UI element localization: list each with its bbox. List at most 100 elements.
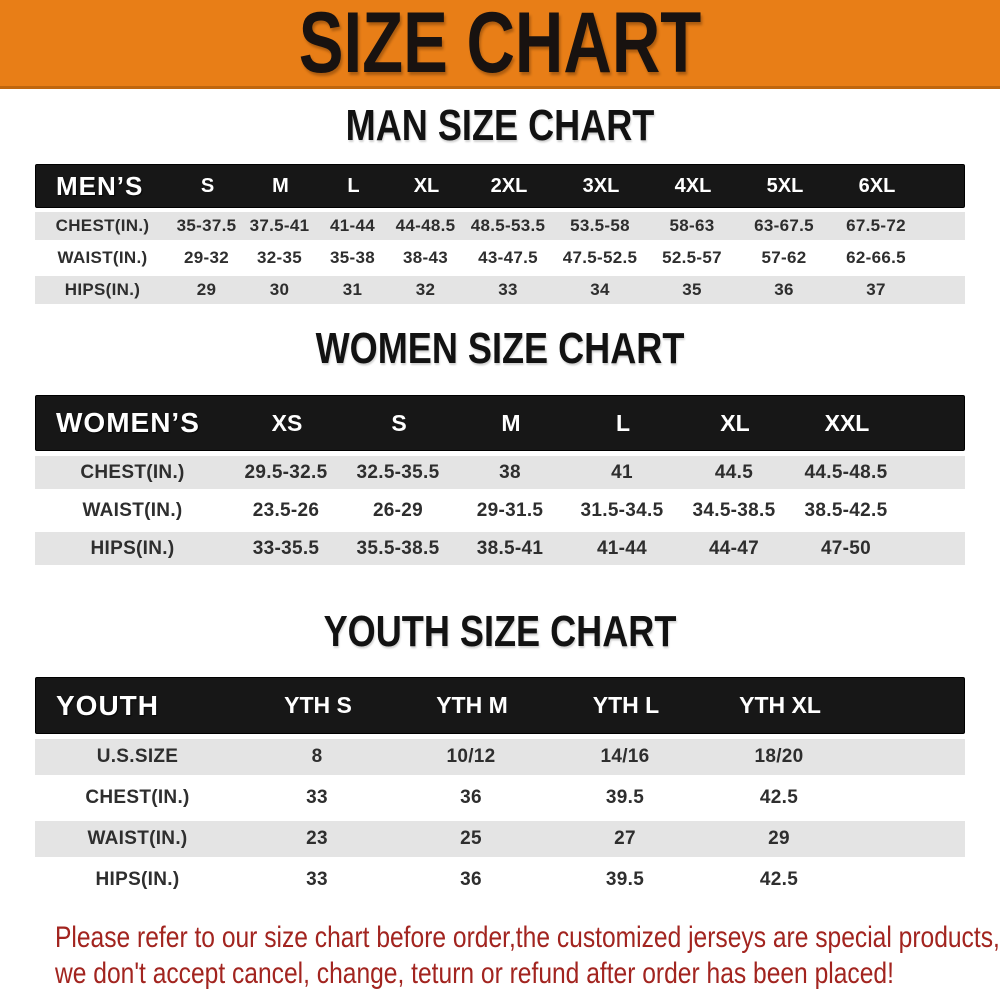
youth-chest-row: CHEST(IN.) 33 36 39.5 42.5: [35, 780, 965, 816]
men-section-heading: MAN SIZE CHART: [345, 101, 655, 150]
row-label: CHEST(IN.): [55, 216, 150, 235]
youth-section-heading: YOUTH SIZE CHART: [323, 607, 677, 656]
men-size-table: MEN’S S M L XL 2XL 3XL 4XL 5XL 6XL CHEST…: [35, 164, 965, 304]
measurement-cell: 36: [774, 280, 794, 299]
measurement-cell: 43-47.5: [478, 248, 538, 267]
measurement-cell: 35-37.5: [176, 216, 237, 235]
youth-table-header-row: YOUTH YTH S YTH M YTH L YTH XL: [35, 677, 965, 734]
men-size-col: M: [272, 174, 289, 197]
measurement-cell: 26-29: [372, 499, 424, 521]
women-size-col: M: [501, 409, 521, 436]
measurement-cell: 37.5-41: [249, 216, 310, 235]
measurement-cell: 25: [460, 828, 482, 849]
women-size-col: XXL: [824, 409, 870, 436]
women-waist-row: WAIST(IN.) 23.5-26 26-29 29-31.5 31.5-34…: [35, 494, 965, 527]
men-size-col: 5XL: [766, 174, 804, 197]
measurement-cell: 47.5-52.5: [562, 248, 638, 267]
measurement-cell: 42.5: [759, 787, 799, 808]
measurement-cell: 37: [866, 280, 886, 299]
measurement-cell: 29-31.5: [476, 499, 544, 521]
women-size-col: XL: [720, 409, 750, 436]
measurement-cell: 29: [196, 280, 217, 299]
measurement-cell: 53.5-58: [570, 216, 630, 235]
measurement-cell: 41: [611, 461, 633, 483]
youth-table-header-label: YOUTH: [56, 689, 159, 721]
men-table-header-label: MEN’S: [56, 170, 144, 201]
measurement-cell: 33: [306, 787, 328, 808]
measurement-cell: 29: [768, 828, 790, 849]
row-label: HIPS(IN.): [90, 537, 175, 559]
measurement-cell: 38-43: [403, 248, 448, 267]
measurement-cell: 23: [306, 828, 328, 849]
measurement-cell: 34.5-38.5: [692, 499, 776, 521]
men-size-col: XL: [413, 174, 440, 197]
measurement-cell: 23.5-26: [252, 499, 320, 521]
measurement-cell: 35-38: [330, 248, 375, 267]
women-table-header-row: WOMEN’S XS S M L XL XXL: [35, 395, 965, 451]
measurement-cell: 32.5-35.5: [356, 461, 440, 483]
men-size-col: 2XL: [490, 174, 528, 197]
measurement-cell: 31: [342, 280, 363, 299]
banner: SIZE CHART: [0, 0, 1000, 89]
row-label: U.S.SIZE: [96, 746, 179, 767]
measurement-cell: 34: [590, 280, 610, 299]
row-label: HIPS(IN.): [95, 869, 180, 890]
page-title: SIZE CHART: [298, 0, 702, 91]
measurement-cell: 29-32: [184, 248, 229, 267]
men-chest-row: CHEST(IN.) 35-37.5 37.5-41 41-44 44-48.5…: [35, 212, 965, 240]
measurement-cell: 33: [498, 280, 518, 299]
youth-hips-row: HIPS(IN.) 33 36 39.5 42.5: [35, 862, 965, 898]
measurement-cell: 38.5-41: [476, 537, 544, 559]
measurement-cell: 52.5-57: [662, 248, 722, 267]
row-label: CHEST(IN.): [85, 787, 190, 808]
measurement-cell: 41-44: [596, 537, 648, 559]
disclaimer-line-2: we don't accept cancel, change, teturn o…: [55, 957, 894, 990]
women-chest-row: CHEST(IN.) 29.5-32.5 32.5-35.5 38 41 44.…: [35, 456, 965, 489]
measurement-cell: 48.5-53.5: [470, 216, 546, 235]
youth-size-col: YTH S: [284, 692, 352, 718]
youth-size-col: YTH XL: [739, 692, 821, 718]
measurement-cell: 33-35.5: [252, 537, 320, 559]
measurement-cell: 35: [682, 280, 702, 299]
men-size-col: 3XL: [582, 174, 620, 197]
measurement-cell: 33: [306, 869, 328, 890]
men-size-col: L: [347, 174, 360, 197]
measurement-cell: 36: [460, 787, 482, 808]
measurement-cell: 18/20: [754, 746, 804, 767]
measurement-cell: 58-63: [669, 216, 715, 235]
measurement-cell: 36: [460, 869, 482, 890]
women-size-col: L: [615, 409, 631, 436]
measurement-cell: 32-35: [257, 248, 302, 267]
measurement-cell: 67.5-72: [846, 216, 906, 235]
measurement-cell: 38.5-42.5: [804, 499, 888, 521]
measurement-cell: 41-44: [330, 216, 375, 235]
women-section-heading: WOMEN SIZE CHART: [315, 324, 685, 373]
youth-size-table: YOUTH YTH S YTH M YTH L YTH XL U.S.SIZE …: [35, 677, 965, 898]
row-label: CHEST(IN.): [80, 461, 185, 483]
measurement-cell: 27: [614, 828, 636, 849]
youth-size-col: YTH M: [436, 692, 508, 718]
measurement-cell: 39.5: [605, 787, 645, 808]
measurement-cell: 44.5: [714, 461, 754, 483]
men-table-header-row: MEN’S S M L XL 2XL 3XL 4XL 5XL 6XL: [35, 164, 965, 208]
youth-ussize-row: U.S.SIZE 8 10/12 14/16 18/20: [35, 739, 965, 775]
measurement-cell: 39.5: [605, 869, 645, 890]
measurement-cell: 8: [311, 746, 323, 767]
row-label: WAIST(IN.): [57, 248, 148, 267]
measurement-cell: 31.5-34.5: [580, 499, 664, 521]
measurement-cell: 62-66.5: [846, 248, 906, 267]
women-size-col: XS: [271, 409, 303, 436]
measurement-cell: 44.5-48.5: [804, 461, 888, 483]
measurement-cell: 14/16: [600, 746, 650, 767]
youth-waist-row: WAIST(IN.) 23 25 27 29: [35, 821, 965, 857]
women-size-table: WOMEN’S XS S M L XL XXL CHEST(IN.) 29.5-…: [35, 395, 965, 565]
measurement-cell: 63-67.5: [754, 216, 814, 235]
men-waist-row: WAIST(IN.) 29-32 32-35 35-38 38-43 43-47…: [35, 244, 965, 272]
measurement-cell: 32: [415, 280, 436, 299]
measurement-cell: 44-47: [708, 537, 760, 559]
row-label: WAIST(IN.): [87, 828, 188, 849]
measurement-cell: 30: [269, 280, 290, 299]
men-size-col: S: [200, 174, 215, 197]
men-hips-row: HIPS(IN.) 29 30 31 32 33 34 35 36 37: [35, 276, 965, 304]
row-label: HIPS(IN.): [64, 280, 141, 299]
